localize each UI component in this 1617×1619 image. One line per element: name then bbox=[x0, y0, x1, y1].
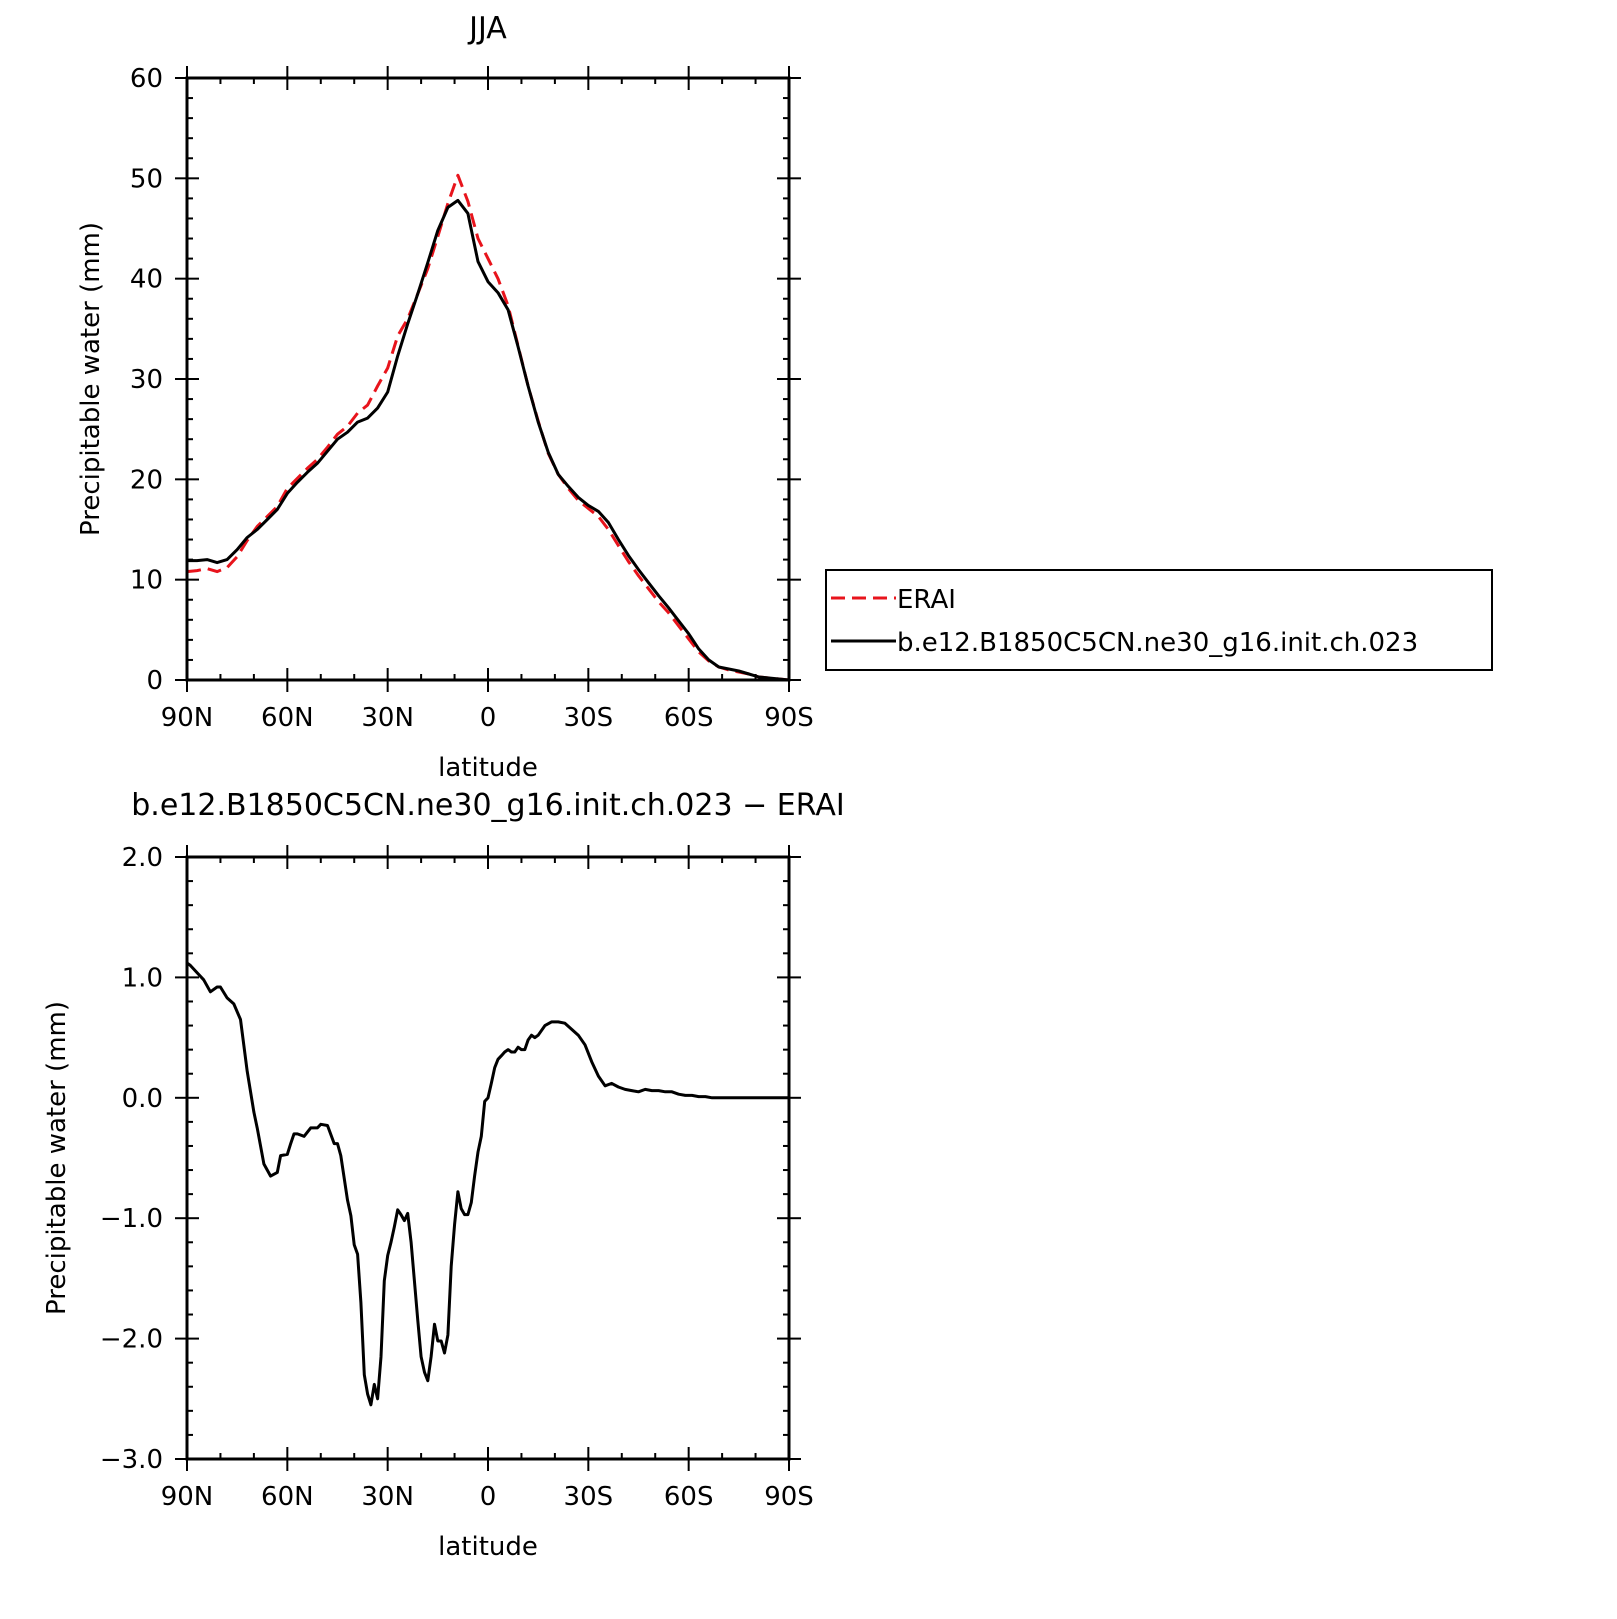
x-tick-label: 90S bbox=[764, 1482, 814, 1512]
bottom-panel-tick-labels: 90N 60N 30N 0 30S 60S 90S −3.0 −2.0 −1.0 0.0 1.0 2.0 bbox=[100, 843, 814, 1512]
bottom-panel: b.e12.B1850C5CN.ne30_g16.init.ch.023 − E… bbox=[42, 788, 845, 1562]
y-tick-label: 20 bbox=[130, 465, 163, 495]
x-tick-label: 60N bbox=[261, 1482, 314, 1512]
y-tick-label: 2.0 bbox=[122, 843, 163, 873]
x-tick-label: 30S bbox=[564, 703, 614, 733]
legend-label-model: b.e12.B1850C5CN.ne30_g16.init.ch.023 bbox=[897, 628, 1418, 658]
y-tick-label: 0.0 bbox=[122, 1084, 163, 1114]
y-tick-label: −3.0 bbox=[100, 1445, 163, 1475]
top-panel-y-axis-label: Precipitable water (mm) bbox=[76, 222, 106, 536]
bottom-panel-title: b.e12.B1850C5CN.ne30_g16.init.ch.023 − E… bbox=[131, 788, 844, 823]
y-tick-label: 1.0 bbox=[122, 963, 163, 993]
y-tick-label: 30 bbox=[130, 365, 163, 395]
top-panel-ticks bbox=[175, 66, 801, 692]
y-tick-label: −2.0 bbox=[100, 1325, 163, 1355]
legend: ERAI b.e12.B1850C5CN.ne30_g16.init.ch.02… bbox=[825, 569, 1493, 671]
y-tick-label: 40 bbox=[130, 265, 163, 295]
legend-label-erai: ERAI bbox=[897, 585, 956, 615]
x-tick-label: 90N bbox=[161, 703, 214, 733]
top-panel: JJA 90N 60N 30N 0 30S 60S 90S 0 10 20 30 40 50 60 lat… bbox=[76, 11, 814, 783]
x-tick-label: 60S bbox=[664, 703, 714, 733]
bottom-panel-series bbox=[186, 961, 789, 1407]
series-line-1 bbox=[187, 198, 790, 682]
x-tick-label: 90N bbox=[161, 1482, 214, 1512]
top-panel-x-axis-label: latitude bbox=[438, 753, 538, 783]
top-panel-tick-labels: 90N 60N 30N 0 30S 60S 90S 0 10 20 30 40 50 60 bbox=[130, 64, 814, 733]
y-tick-label: 50 bbox=[130, 164, 163, 194]
x-tick-label: 30N bbox=[361, 1482, 414, 1512]
top-panel-series bbox=[186, 173, 790, 682]
x-tick-label: 0 bbox=[480, 1482, 497, 1512]
bottom-panel-ticks bbox=[175, 845, 801, 1471]
x-tick-label: 30N bbox=[361, 703, 414, 733]
x-tick-label: 60N bbox=[261, 703, 314, 733]
y-tick-label: −1.0 bbox=[100, 1204, 163, 1234]
bottom-panel-y-axis-label: Precipitable water (mm) bbox=[42, 1001, 72, 1315]
top-panel-frame bbox=[185, 76, 791, 682]
top-panel-title: JJA bbox=[467, 11, 507, 46]
series-line-0 bbox=[186, 961, 789, 1407]
legend-box bbox=[825, 569, 1493, 671]
x-tick-label: 60S bbox=[664, 1482, 714, 1512]
x-tick-label: 90S bbox=[764, 703, 814, 733]
series-line-0 bbox=[186, 173, 790, 682]
y-tick-label: 60 bbox=[130, 64, 163, 94]
bottom-panel-frame bbox=[185, 855, 791, 1461]
x-tick-label: 30S bbox=[564, 1482, 614, 1512]
y-tick-label: 10 bbox=[130, 566, 163, 596]
bottom-panel-x-axis-label: latitude bbox=[438, 1532, 538, 1562]
y-tick-label: 0 bbox=[146, 666, 163, 696]
x-tick-label: 0 bbox=[480, 703, 497, 733]
